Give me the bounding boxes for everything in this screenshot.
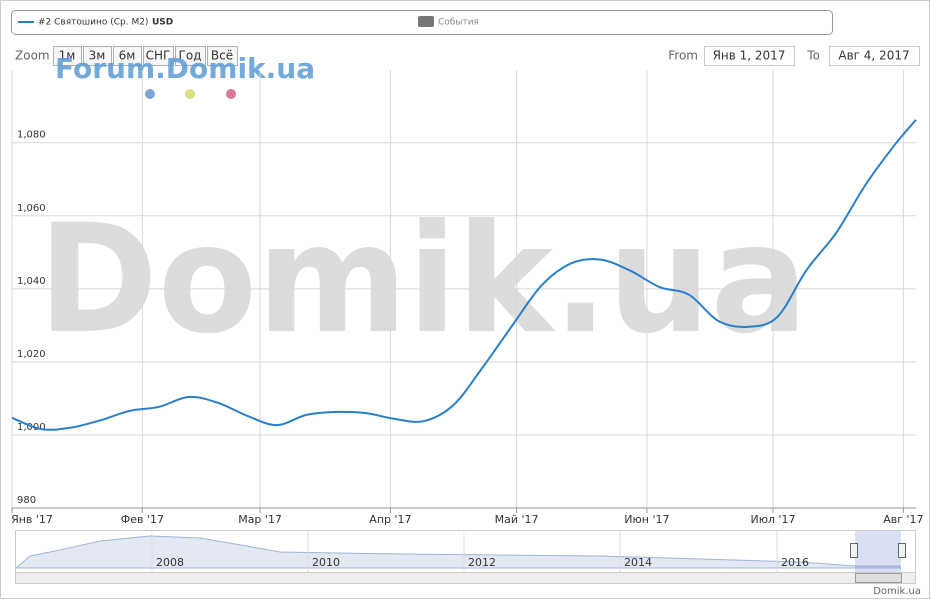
dot [185, 89, 195, 99]
zoom-button-label[interactable]: СНГ [146, 49, 171, 63]
credit: Domik.ua [873, 586, 921, 597]
y-tick-label: 1,080 [17, 130, 46, 141]
zoom-button-label[interactable]: Всё [211, 49, 233, 63]
y-tick-label: 1,060 [17, 203, 46, 214]
legend-unit: USD [152, 18, 173, 28]
to-input[interactable] [829, 46, 920, 66]
x-tick-label: Авг '17 [883, 513, 923, 526]
zoom-button-label[interactable]: Год [179, 49, 202, 63]
zoom-button[interactable] [207, 46, 238, 66]
dot [145, 89, 155, 99]
events-swatch [418, 16, 434, 27]
from-value[interactable]: Янв 1, 2017 [713, 49, 786, 63]
events-legend[interactable]: События [438, 18, 479, 28]
x-tick-label: Янв '17 [11, 513, 53, 526]
legend-entry[interactable]: #2 Святошино (Ср. М2) [38, 18, 148, 28]
to-value[interactable]: Авг 4, 2017 [838, 49, 909, 63]
zoom-label: Zoom [15, 49, 50, 63]
navigator-handle[interactable] [898, 543, 906, 558]
navigator-mask[interactable] [855, 531, 901, 572]
zoom-button-label[interactable]: 3м [89, 49, 106, 63]
navigator-handle[interactable] [850, 543, 858, 558]
navigator-year: 2014 [624, 556, 652, 569]
x-tick-label: Апр '17 [369, 513, 411, 526]
navigator-years: 2008 2010 2012 2014 2016 [151, 531, 809, 572]
zoom-button[interactable] [175, 46, 206, 66]
from-input[interactable] [704, 46, 795, 66]
navigator-year: 2012 [468, 556, 496, 569]
watermark-small: Forum.Domik.ua [55, 52, 315, 85]
zoom-button[interactable] [113, 46, 142, 66]
zoom-button-label[interactable]: 1м [59, 49, 76, 63]
zoom-button[interactable] [83, 46, 112, 66]
from-label: From [668, 49, 698, 63]
watermark-big: Domik.ua [38, 193, 808, 367]
y-tick-label: 1,000 [17, 422, 46, 433]
navigator-year: 2016 [781, 556, 809, 569]
zoom-button[interactable] [143, 46, 174, 66]
x-tick-label: Мар '17 [238, 513, 282, 526]
zoom-buttons: 1м 3м 6м СНГ Год Всё [53, 46, 238, 66]
zoom-button[interactable] [53, 46, 82, 66]
x-tick-label: Май '17 [495, 513, 539, 526]
x-tick-label: Июн '17 [624, 513, 669, 526]
navigator-year: 2008 [156, 556, 184, 569]
navigator-year: 2010 [312, 556, 340, 569]
scrollbar-thumb[interactable] [855, 573, 902, 583]
navigator-area [14, 535, 901, 569]
y-tick-label: 980 [17, 495, 36, 506]
y-tick-label: 1,020 [17, 349, 46, 360]
zoom-button-label[interactable]: 6м [119, 49, 136, 63]
dot [226, 89, 236, 99]
series-line [11, 119, 917, 431]
x-tick-label: Июл '17 [751, 513, 796, 526]
y-tick-label: 1,040 [17, 276, 46, 287]
plot: 980 1,000 1,020 1,040 1,060 1,080 Янв '17 Фев '… [11, 70, 924, 526]
to-label: To [806, 49, 820, 63]
x-tick-label: Фев '17 [121, 513, 164, 526]
scrollbar[interactable] [15, 572, 916, 584]
